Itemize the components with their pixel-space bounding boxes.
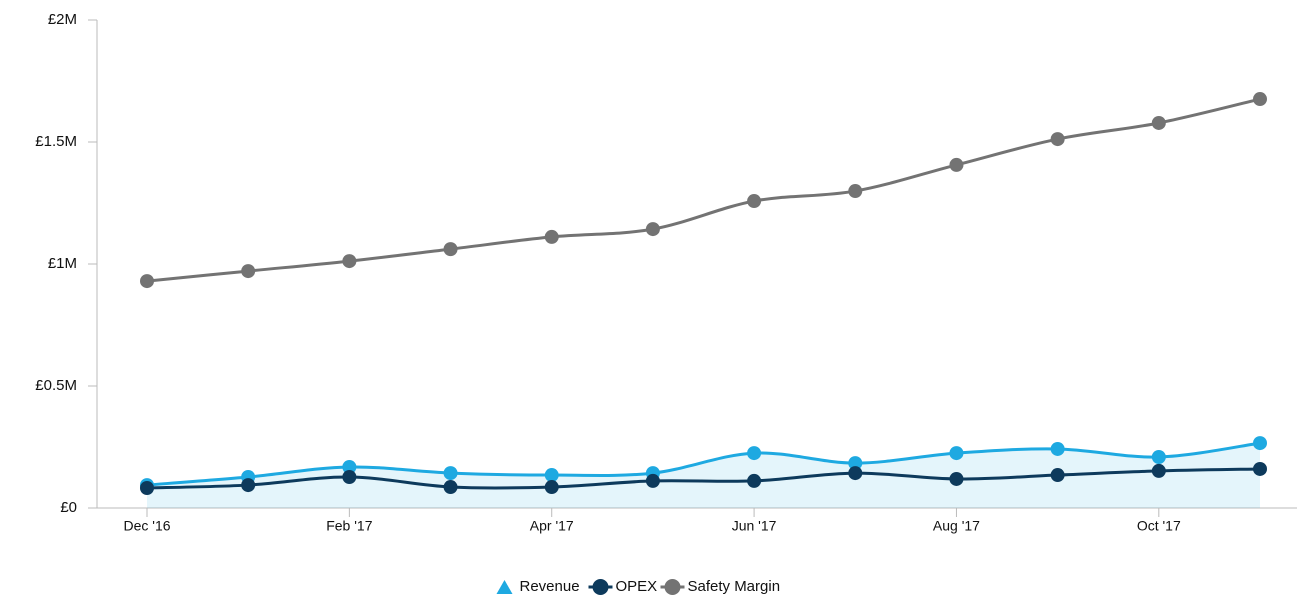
point — [949, 157, 964, 172]
point — [1253, 92, 1267, 107]
legend-label: OPEX — [616, 578, 658, 595]
line — [146, 97, 1261, 283]
point — [949, 446, 964, 461]
point — [241, 264, 256, 279]
point — [645, 222, 660, 237]
point — [443, 466, 458, 481]
area — [147, 443, 1260, 508]
point — [1253, 436, 1267, 451]
point — [443, 480, 458, 495]
point — [747, 194, 762, 209]
point — [1151, 450, 1166, 465]
point — [848, 184, 863, 199]
x-tick-label: Jun '17 — [732, 518, 777, 534]
point — [1253, 461, 1267, 476]
y-tick-label: £0.5M — [35, 377, 77, 394]
legend-label: Revenue — [520, 578, 580, 595]
x-tick-label: Aug '17 — [933, 518, 980, 534]
x-tick-label: Feb '17 — [326, 518, 372, 534]
y-tick-label: £2M — [48, 11, 77, 28]
point — [140, 274, 154, 289]
y-tick-label: £1M — [48, 255, 77, 272]
x-tick-label: Apr '17 — [530, 518, 574, 534]
point — [1050, 468, 1065, 483]
y-tick-label: £0 — [60, 499, 77, 516]
legend-marker — [592, 579, 609, 595]
legend-marker — [496, 580, 513, 594]
point — [1050, 441, 1065, 456]
x-tick-label: Dec '16 — [123, 518, 170, 534]
point — [241, 478, 256, 493]
point — [342, 254, 357, 269]
point — [544, 480, 559, 495]
point — [342, 470, 357, 485]
x-tick-label: Oct '17 — [1137, 518, 1181, 534]
point — [1151, 115, 1166, 130]
point — [544, 468, 559, 483]
point — [1151, 463, 1166, 478]
point — [443, 242, 458, 257]
line — [146, 441, 1261, 487]
y-tick-label: £1.5M — [35, 133, 77, 150]
point — [848, 466, 863, 481]
point — [949, 471, 964, 486]
point — [645, 473, 660, 488]
line — [146, 467, 1261, 490]
point — [1050, 132, 1065, 147]
point — [342, 460, 357, 475]
legend-label: Safety Margin — [688, 578, 781, 595]
point — [544, 229, 559, 244]
point — [747, 473, 762, 488]
point — [848, 456, 863, 471]
point — [747, 446, 762, 461]
point — [140, 480, 154, 495]
legend-marker — [664, 579, 681, 595]
